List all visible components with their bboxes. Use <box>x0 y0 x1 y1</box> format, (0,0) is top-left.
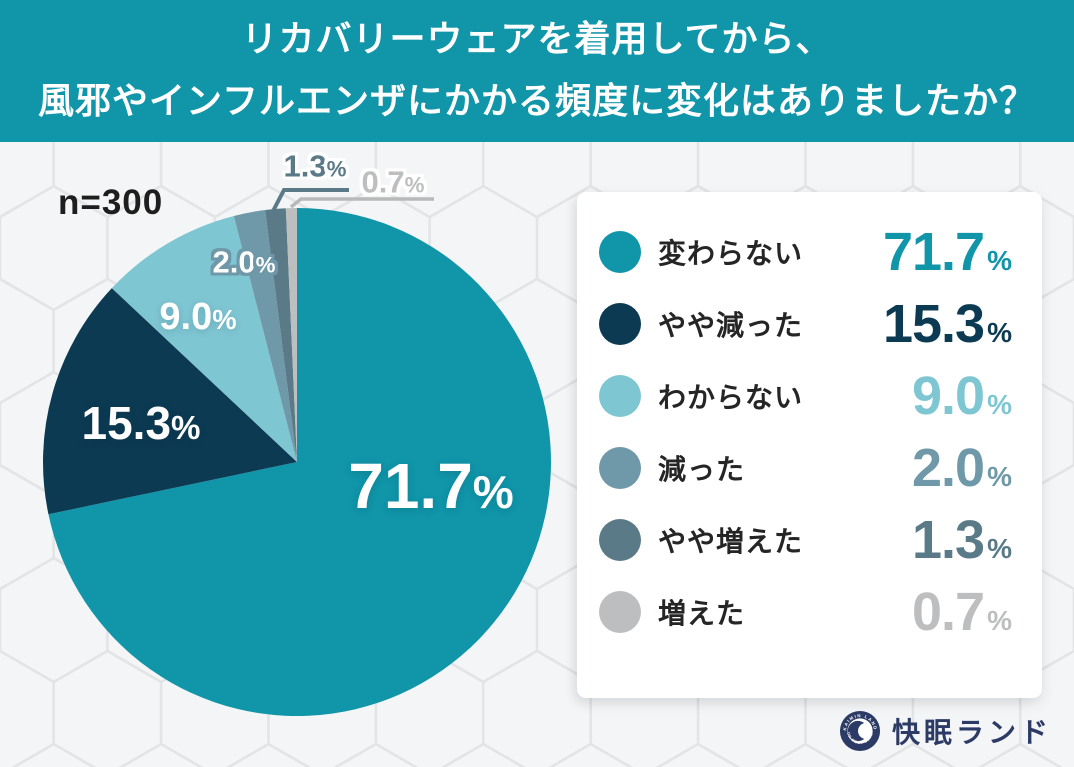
legend-swatch <box>599 303 641 345</box>
legend-value: 0.7% <box>912 582 1012 642</box>
pie-slice <box>43 288 297 515</box>
legend-label: 減った <box>658 454 746 485</box>
page-title-line-1: リカバリーウェアを着用してから、 <box>241 18 833 59</box>
legend-swatch <box>599 447 641 489</box>
legend-card: 変わらない 71.7% やや減った 15.3% わからない 9.0% 減った 2… <box>577 192 1042 698</box>
legend-label: やや減った <box>658 310 804 341</box>
pie-slice <box>233 210 297 462</box>
pie-slice <box>265 208 297 462</box>
pie-chart <box>43 208 551 716</box>
legend-label: 変わらない <box>658 238 804 269</box>
pie-slice <box>285 208 297 462</box>
legend-row: 増えた 0.7% <box>599 576 1012 648</box>
legend-value: 15.3% <box>882 294 1012 354</box>
sample-size-label: n=300 <box>58 183 164 222</box>
pie-slice <box>48 208 551 716</box>
legend-swatch <box>599 231 641 273</box>
brand-logo-icon: KAIMIN LAND FOR BEST SLEEP <box>839 710 881 752</box>
legend-row: わからない 9.0% <box>599 360 1012 432</box>
page-title-line-2: 風邪やインフルエンザにかかる頻度に変化はありましたか？ <box>38 80 1036 121</box>
brand-name: 快眠ランド <box>891 717 1052 748</box>
legend-value: 2.0% <box>912 438 1012 498</box>
legend-row: やや増えた 1.3% <box>599 504 1012 576</box>
legend-label: 増えた <box>658 598 746 629</box>
brand-footer: KAIMIN LAND FOR BEST SLEEP 快眠ランド <box>839 710 1052 752</box>
legend-value: 9.0% <box>912 366 1012 426</box>
legend-row: やや減った 15.3% <box>599 288 1012 360</box>
legend-swatch <box>599 375 641 417</box>
legend-swatch <box>599 591 641 633</box>
legend-label: わからない <box>658 382 804 413</box>
legend-value: 71.7% <box>882 222 1012 282</box>
legend-swatch <box>599 519 641 561</box>
legend-label: やや増えた <box>658 526 804 557</box>
legend-row: 変わらない 71.7% <box>599 216 1012 288</box>
legend-row: 減った 2.0% <box>599 432 1012 504</box>
legend-value: 1.3% <box>912 510 1012 570</box>
pie-slice <box>111 215 297 462</box>
header: リカバリーウェアを着用してから、 風邪やインフルエンザにかかる頻度に変化はありま… <box>0 0 1074 142</box>
